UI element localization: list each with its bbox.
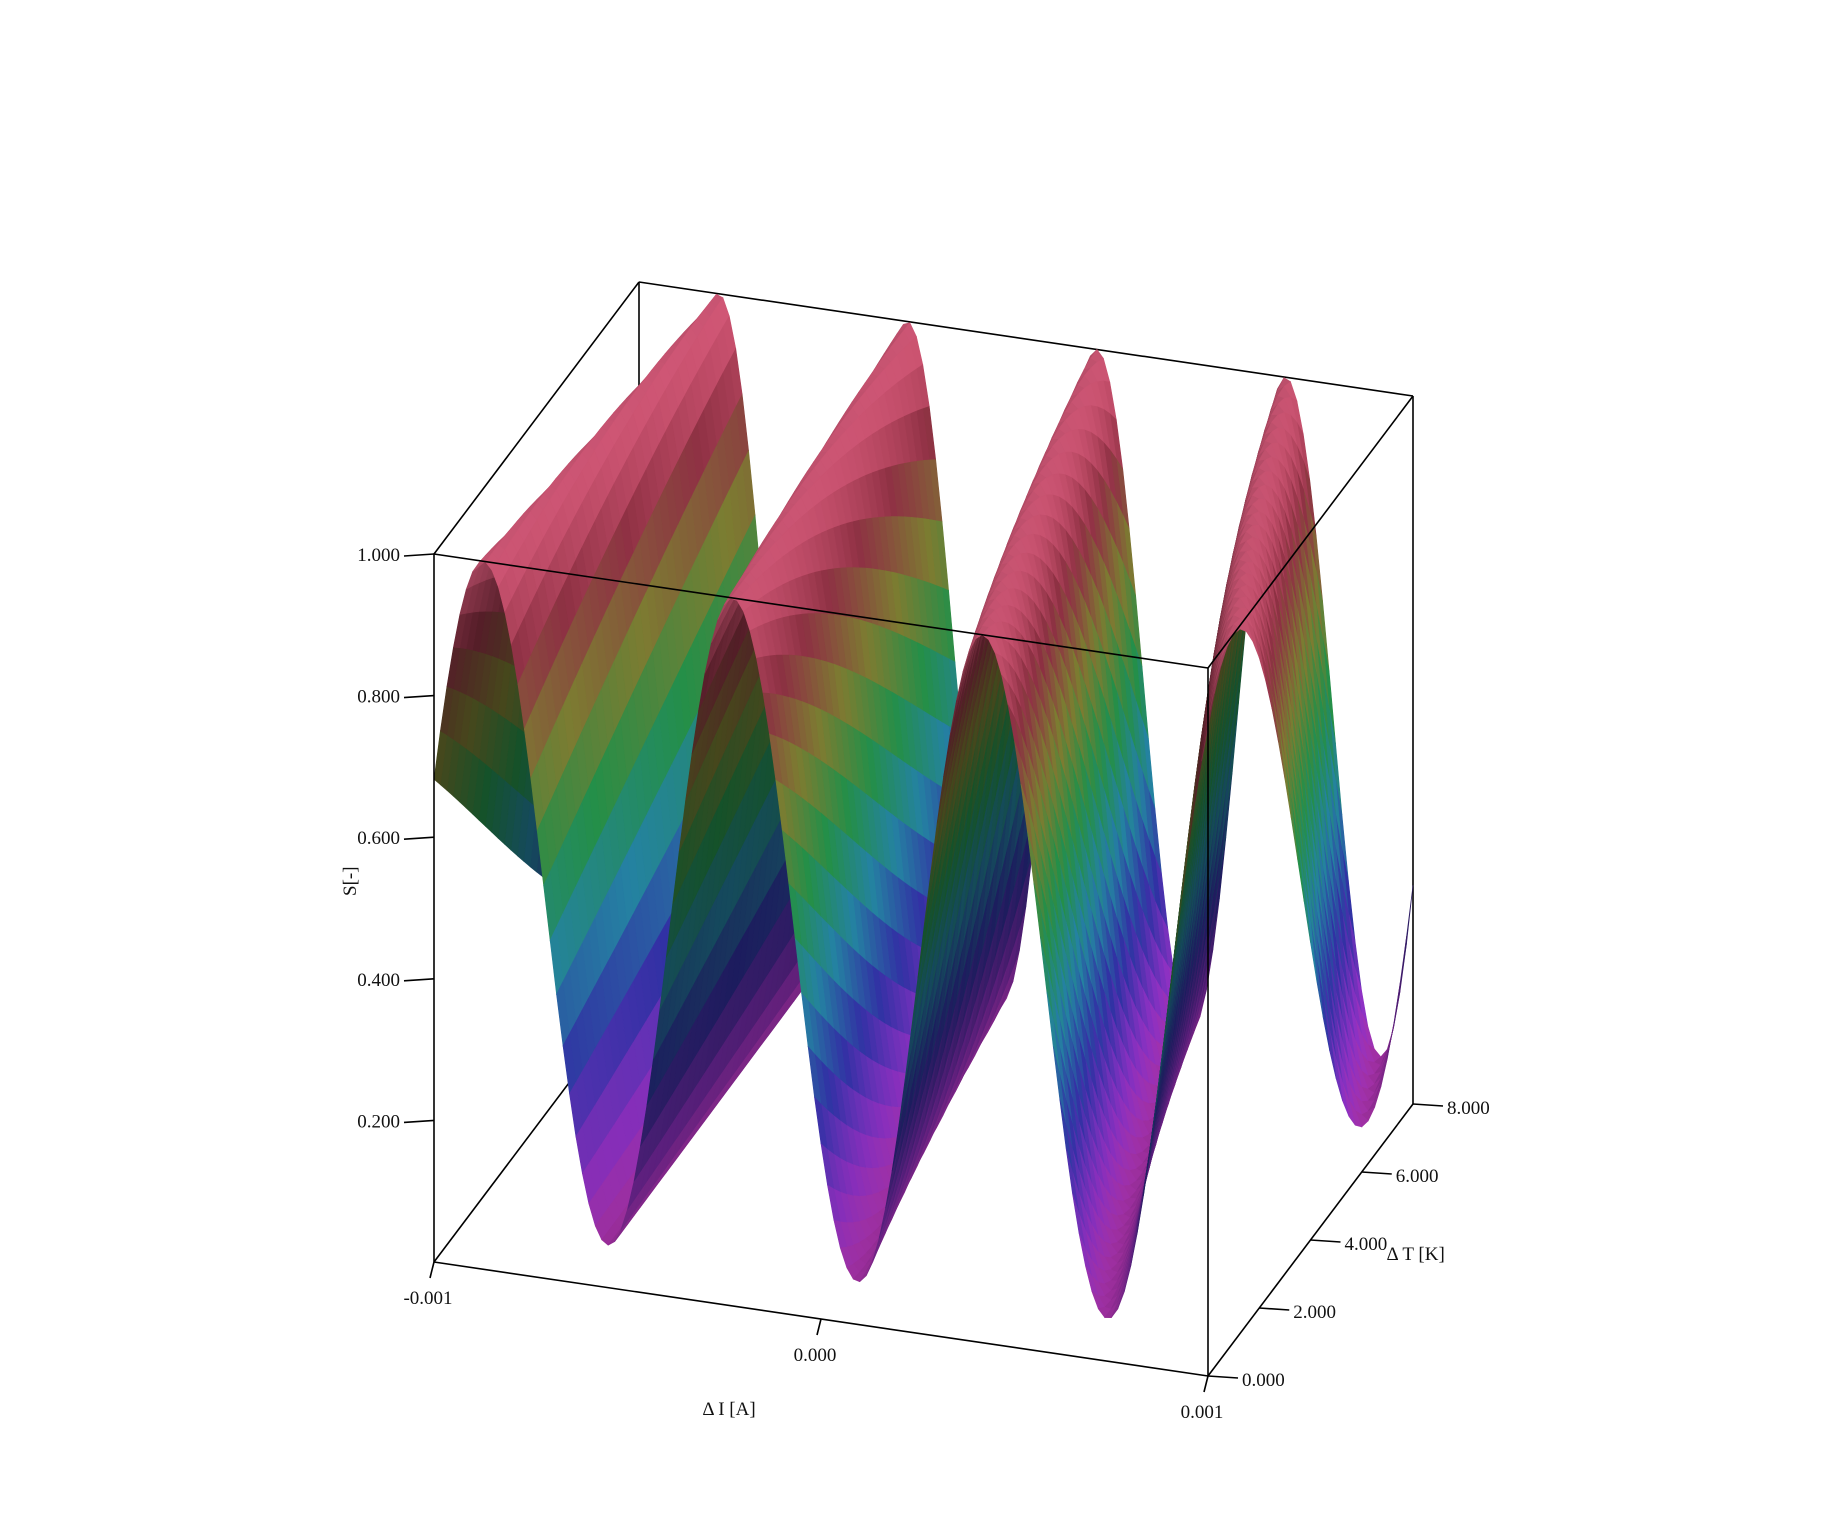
y-tick-mark (1207, 1375, 1239, 1379)
z-tick-mark (403, 836, 435, 840)
x-tick-mark (1203, 1375, 1209, 1393)
x-tick-label: 0.000 (794, 1345, 837, 1366)
y-tick-mark (1310, 1239, 1341, 1243)
z-tick-label: 1.000 (357, 545, 400, 566)
x-tick-mark (429, 1261, 435, 1279)
box-edge-top-back (638, 281, 1414, 397)
box-edge-top-right-depth (1207, 395, 1414, 669)
surface-mesh (433, 293, 1414, 1319)
y-tick-label: 4.000 (1345, 1234, 1388, 1255)
z-tick-label: 0.400 (357, 970, 400, 991)
z-tick-mark (403, 1119, 435, 1124)
z-tick-label: 0.600 (357, 828, 400, 849)
x-tick-label: 0.001 (1181, 1402, 1224, 1423)
y-tick-label: 6.000 (1396, 1166, 1439, 1187)
z-tick-mark (403, 553, 435, 557)
box-edge-top-front (433, 553, 1209, 669)
z-tick-mark (403, 978, 435, 982)
y-tick-mark (1361, 1171, 1392, 1175)
y-tick-label: 8.000 (1447, 1098, 1490, 1119)
z-tick-mark (403, 694, 435, 699)
z-axis-title: S[-] (340, 866, 361, 896)
y-tick-label: 2.000 (1293, 1302, 1336, 1323)
y-tick-mark (1259, 1307, 1290, 1311)
x-tick-label: -0.001 (403, 1288, 452, 1309)
y-axis-title: Δ T [K] (1387, 1244, 1445, 1265)
y-tick-mark (1412, 1103, 1444, 1107)
z-tick-label: 0.200 (357, 1111, 400, 1132)
x-tick-mark (816, 1318, 822, 1336)
x-axis-title: Δ I [A] (702, 1399, 755, 1420)
box-edge-top-left-depth (433, 281, 640, 555)
y-tick-label: 0.000 (1242, 1370, 1285, 1391)
z-tick-label: 0.800 (357, 687, 400, 708)
axis-ticks: 0.200 0.400 0.600 0.800 1.000 -0.001 0.000 0.00… (357, 545, 1490, 1423)
